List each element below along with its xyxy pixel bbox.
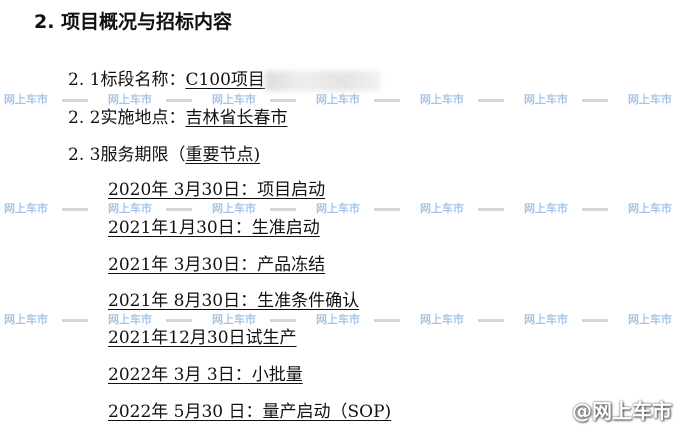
watermark: 网上车市 [420,203,504,215]
milestone: 2021年12月30日试生产 [108,328,297,348]
watermark-dash [166,98,192,102]
watermark: 网上车市 [628,313,672,326]
watermark-dash [374,98,400,102]
watermark-dash [374,207,400,211]
watermark-dash [166,318,192,322]
watermark: 网上车市 [420,94,504,106]
milestone: 2022年 3月 3日：小批量 [108,365,303,385]
watermark: 网上车市 [628,93,672,106]
watermark: 网上车市 [108,203,192,215]
watermark: 网上车市 [524,314,608,326]
watermark-dash [270,98,296,102]
watermark: 网上车市 [4,314,88,326]
watermark: 网上车市 [420,314,504,326]
watermark-dash [374,318,400,322]
watermark: 网上车市 [212,314,296,326]
label: 2. 3服务期限（ [68,145,186,165]
milestone: 2020年 3月30日：项目启动 [108,180,326,200]
watermark-dash [478,98,504,102]
section-heading: 2. 项目概况与招标内容 [34,11,233,33]
watermark: 网上车市 [316,314,400,326]
watermark: 网上车市 [316,203,400,215]
watermark-dash [62,207,88,211]
redacted-blur [264,70,380,91]
watermark: 网上车市 [524,94,608,106]
watermark: 网上车市 [628,202,672,215]
item-service-period: 2. 3服务期限（重要节点) [68,144,260,166]
milestone: 2021年 3月30日：产品冻结 [108,255,326,275]
milestone: 2021年1月30日：生准启动 [108,218,320,238]
watermark: 网上车市 [108,94,192,106]
watermark-dash [166,207,192,211]
watermark: 网上车市 [108,314,192,326]
value: 吉林省长春市 [185,108,288,128]
watermark: 网上车市 [212,203,296,215]
watermark-dash [62,318,88,322]
watermark-dash [582,207,608,211]
watermark: 网上车市 [4,94,88,106]
value: C100项目 [185,70,265,90]
watermark: 网上车市 [316,94,400,106]
label: 2. 2实施地点： [68,108,186,128]
label: 2. 1标段名称： [68,70,186,90]
watermark-dash [62,98,88,102]
watermark-dash [270,318,296,322]
item-section-name: 2. 1标段名称：C100项目 [68,69,380,91]
watermark-dash [582,318,608,322]
value: 重要节点) [185,145,261,165]
milestone: 2022年 5月30 日：量产启动（SOP) [108,402,392,422]
watermark-dash [478,207,504,211]
watermark-dash [582,98,608,102]
brand-watermark: @网上车市 [572,399,672,423]
watermark: 网上车市 [524,203,608,215]
watermark: 网上车市 [4,203,88,215]
item-location: 2. 2实施地点：吉林省长春市 [68,107,287,129]
watermark-dash [270,207,296,211]
watermark: 网上车市 [212,94,296,106]
watermark-dash [478,318,504,322]
milestone: 2021年 8月30日：生准条件确认 [108,291,360,311]
